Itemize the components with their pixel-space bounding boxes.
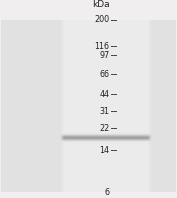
Text: 44: 44 [99, 90, 109, 99]
Text: 97: 97 [99, 51, 109, 60]
Text: 200: 200 [94, 15, 109, 24]
Text: 6: 6 [104, 188, 109, 197]
Text: 14: 14 [99, 146, 109, 155]
Text: 31: 31 [99, 107, 109, 116]
Text: 22: 22 [99, 124, 109, 133]
Text: kDa: kDa [92, 0, 109, 9]
Text: 116: 116 [94, 42, 109, 51]
Text: 66: 66 [99, 70, 109, 79]
FancyBboxPatch shape [116, 23, 138, 185]
